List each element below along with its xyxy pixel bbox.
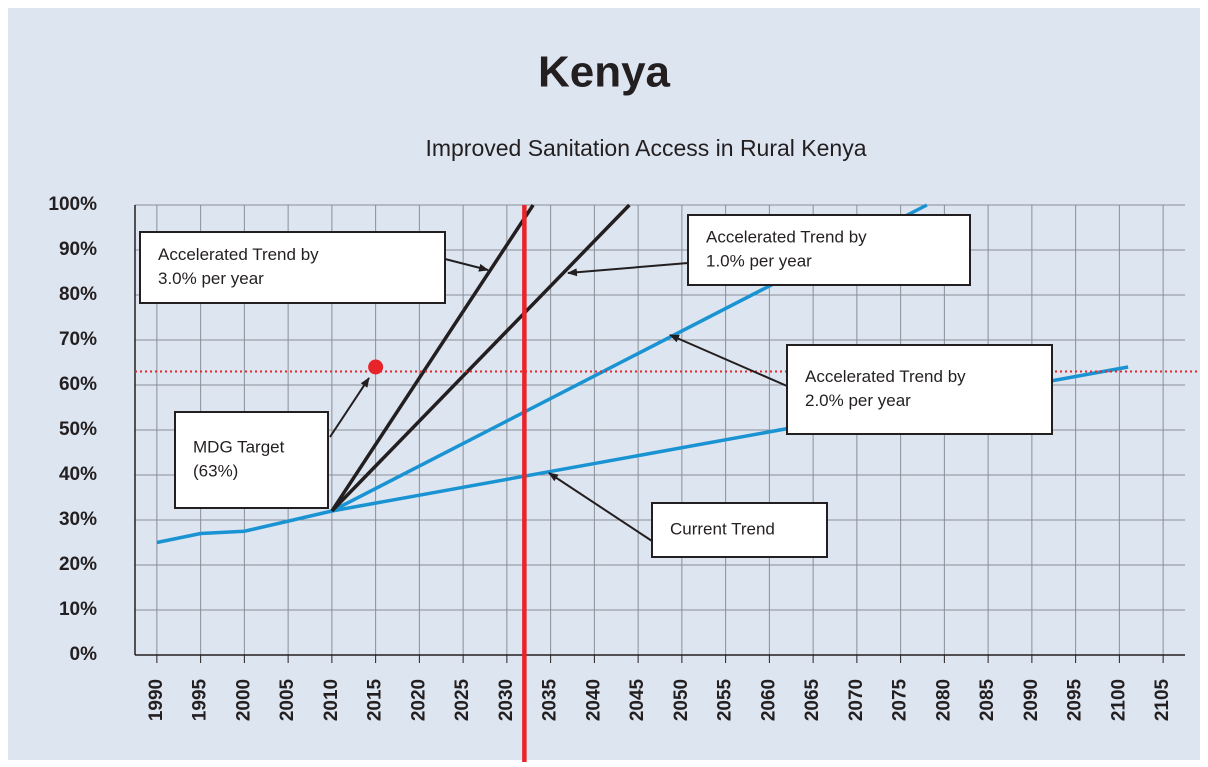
x-tick-label: 2010	[321, 679, 342, 721]
y-tick-label: 90%	[59, 239, 97, 260]
annotation-arrow	[567, 262, 689, 277]
x-tick-label: 2060	[758, 679, 779, 721]
x-tick-label: 2070	[846, 679, 867, 721]
annotation-text: Current Trend	[670, 519, 775, 538]
annotation-arrow	[329, 377, 370, 438]
series-line	[330, 204, 535, 512]
annotation-box	[139, 231, 446, 304]
x-tick-label: 2075	[890, 678, 911, 721]
chart-subtitle: Improved Sanitation Access in Rural Keny…	[425, 135, 866, 161]
annotation-text: (63%)	[193, 461, 238, 480]
x-tick-label: 2020	[408, 679, 429, 721]
y-tick-label: 10%	[59, 599, 97, 620]
series-line	[156, 365, 1129, 545]
annotations: Accelerated Trend by 3.0% per year Acceler…	[139, 214, 1053, 558]
y-tick-label: 50%	[59, 419, 97, 440]
annotation-text: Accelerated Trend by	[158, 245, 319, 264]
annotation-text: 3.0% per year	[158, 269, 264, 288]
annotation-arrow	[669, 334, 788, 387]
annotation-text: 1.0% per year	[706, 251, 812, 270]
x-tick-label: 2040	[583, 679, 604, 721]
x-tick-label: 2045	[627, 678, 648, 721]
x-tick-label: 2055	[715, 678, 736, 721]
x-tick-label: 2105	[1152, 678, 1173, 721]
x-tick-label: 2050	[671, 679, 692, 721]
x-tick-label: 2035	[540, 678, 561, 721]
annotation-arrow	[444, 258, 489, 272]
annotation-text: MDG Target	[193, 437, 285, 456]
target-point	[368, 359, 384, 375]
annotation-box	[174, 411, 329, 509]
annotation-box	[651, 502, 828, 558]
y-tick-label: 20%	[59, 554, 97, 575]
x-tick-label: 2030	[496, 679, 517, 721]
y-tick-label: 40%	[59, 464, 97, 485]
x-tick-label: 2065	[802, 678, 823, 721]
y-tick-label: 80%	[59, 284, 97, 305]
y-tick-label: 100%	[48, 194, 97, 215]
series-line	[330, 203, 631, 513]
annotation-box	[786, 344, 1053, 435]
x-tick-label: 2080	[933, 679, 954, 721]
x-tick-label: 1990	[146, 679, 167, 721]
annotation-text: 2.0% per year	[805, 391, 911, 410]
x-tick-label: 2025	[452, 678, 473, 721]
x-tick-label: 2015	[365, 678, 386, 721]
annotation-box	[687, 214, 971, 286]
y-tick-label: 0%	[70, 644, 98, 665]
x-tick-label: 2005	[277, 678, 298, 721]
annotation-text: Accelerated Trend by	[706, 227, 867, 246]
x-tick-label: 2085	[977, 678, 998, 721]
x-tick-label: 1995	[190, 678, 211, 721]
chart-title: Kenya	[538, 48, 671, 97]
x-tick-label: 2090	[1021, 679, 1042, 721]
x-tick-label: 2000	[233, 679, 254, 721]
x-tick-label: 2095	[1065, 678, 1086, 721]
y-tick-label: 30%	[59, 509, 97, 530]
annotation-text: Accelerated Trend by	[805, 367, 966, 386]
y-tick-label: 70%	[59, 329, 97, 350]
annotation-arrow	[548, 472, 653, 542]
y-tick-label: 60%	[59, 374, 97, 395]
x-tick-label: 2100	[1108, 679, 1129, 721]
